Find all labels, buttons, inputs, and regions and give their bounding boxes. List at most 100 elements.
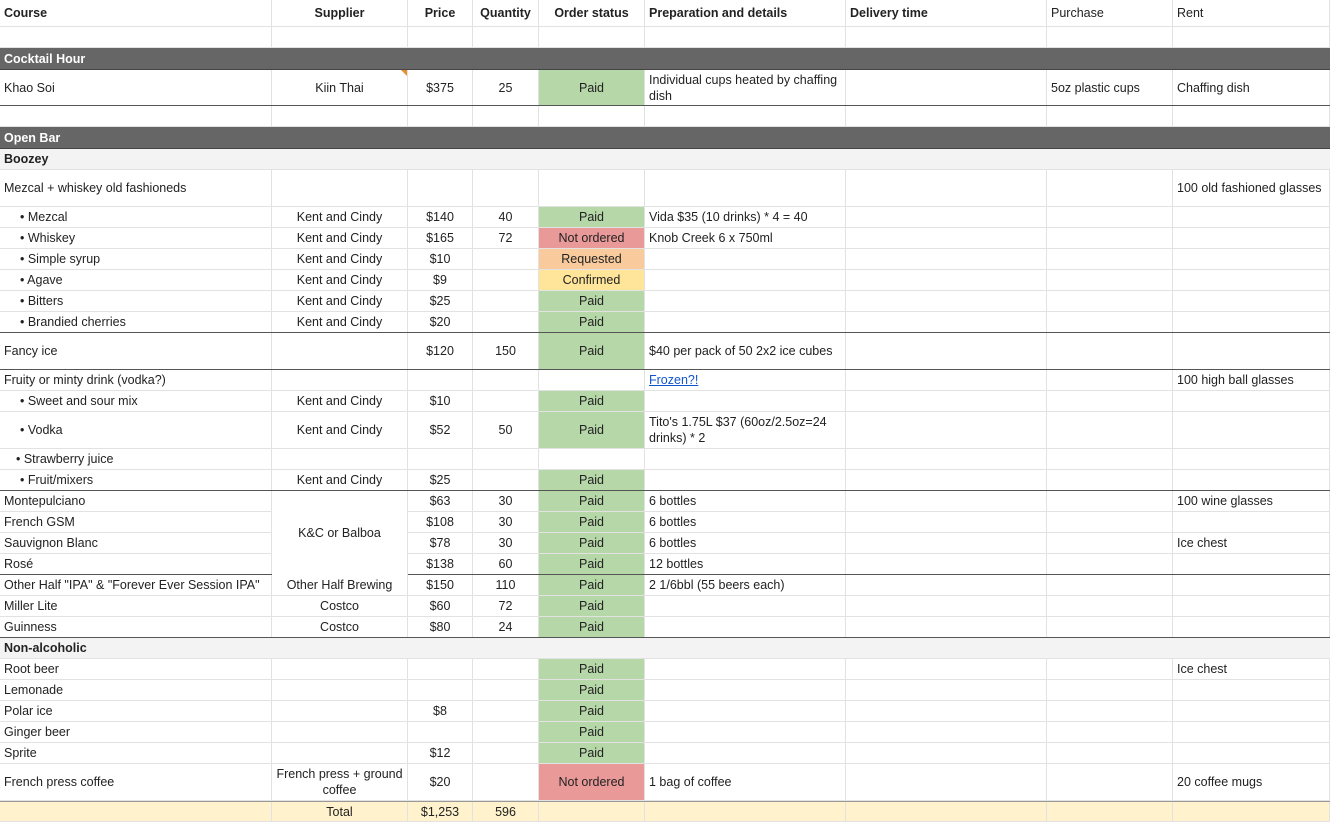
supplier-cell[interactable] — [272, 722, 408, 742]
prep-cell[interactable]: 12 bottles — [645, 554, 846, 574]
status-cell[interactable]: Paid — [539, 391, 645, 411]
purchase-cell[interactable] — [1047, 512, 1173, 532]
prep-cell[interactable]: Knob Creek 6 x 750ml — [645, 228, 846, 248]
price-cell[interactable]: $52 — [408, 412, 473, 448]
purchase-cell[interactable] — [1047, 743, 1173, 763]
prep-cell[interactable] — [645, 291, 846, 311]
purchase-cell[interactable] — [1047, 680, 1173, 700]
status-cell[interactable]: Paid — [539, 575, 645, 595]
purchase-cell[interactable] — [1047, 270, 1173, 290]
comment-indicator-icon[interactable] — [401, 70, 407, 76]
quantity-cell[interactable]: 24 — [473, 617, 539, 637]
quantity-cell[interactable] — [473, 291, 539, 311]
price-cell[interactable]: $150 — [408, 575, 473, 595]
prep-cell[interactable] — [645, 722, 846, 742]
prep-cell[interactable] — [645, 249, 846, 269]
quantity-cell[interactable] — [473, 370, 539, 390]
rent-cell[interactable] — [1173, 291, 1330, 311]
price-cell[interactable]: $138 — [408, 554, 473, 574]
price-cell[interactable] — [408, 722, 473, 742]
delivery-cell[interactable] — [846, 333, 1047, 369]
course-cell[interactable]: • Mezcal — [0, 207, 272, 227]
supplier-cell[interactable]: Kent and Cindy — [272, 291, 408, 311]
course-cell[interactable]: Fruity or minty drink (vodka?) — [0, 370, 272, 390]
section-cocktail-hour[interactable]: Cocktail Hour — [0, 48, 1330, 70]
delivery-cell[interactable] — [846, 722, 1047, 742]
course-cell[interactable]: Montepulciano — [0, 491, 272, 511]
quantity-cell[interactable] — [473, 391, 539, 411]
empty-cell[interactable] — [473, 106, 539, 126]
header-course[interactable]: Course — [0, 0, 272, 26]
total-quantity[interactable]: 596 — [473, 802, 539, 821]
status-cell[interactable]: Paid — [539, 617, 645, 637]
status-cell[interactable]: Paid — [539, 554, 645, 574]
total-label[interactable]: Total — [272, 802, 408, 821]
status-cell[interactable] — [539, 170, 645, 206]
supplier-cell[interactable] — [272, 449, 408, 469]
purchase-cell[interactable] — [1047, 617, 1173, 637]
course-cell[interactable]: • Sweet and sour mix — [0, 391, 272, 411]
empty-cell[interactable] — [408, 106, 473, 126]
supplier-cell[interactable]: Other Half Brewing — [272, 575, 408, 595]
purchase-cell[interactable] — [1047, 312, 1173, 332]
purchase-cell[interactable] — [1047, 207, 1173, 227]
purchase-cell[interactable] — [1047, 370, 1173, 390]
price-cell[interactable] — [408, 680, 473, 700]
rent-cell[interactable]: Ice chest — [1173, 659, 1330, 679]
delivery-cell[interactable] — [846, 533, 1047, 553]
supplier-cell[interactable]: French press + ground coffee — [272, 764, 408, 800]
supplier-cell[interactable] — [272, 170, 408, 206]
rent-cell[interactable] — [1173, 333, 1330, 369]
rent-cell[interactable] — [1173, 701, 1330, 721]
status-cell[interactable]: Paid — [539, 722, 645, 742]
supplier-cell[interactable]: Kent and Cindy — [272, 207, 408, 227]
price-cell[interactable]: $375 — [408, 70, 473, 105]
status-cell[interactable]: Paid — [539, 512, 645, 532]
empty-cell[interactable] — [846, 106, 1047, 126]
frozen-link[interactable]: Frozen?! — [649, 373, 699, 387]
total-price[interactable]: $1,253 — [408, 802, 473, 821]
purchase-cell[interactable] — [1047, 596, 1173, 616]
quantity-cell[interactable] — [473, 470, 539, 490]
status-cell[interactable] — [539, 370, 645, 390]
prep-cell[interactable] — [645, 391, 846, 411]
supplier-cell[interactable]: Kiin Thai — [272, 70, 408, 105]
status-cell[interactable]: Paid — [539, 680, 645, 700]
prep-cell[interactable] — [645, 170, 846, 206]
rent-cell[interactable]: Ice chest — [1173, 533, 1330, 553]
price-cell[interactable]: $8 — [408, 701, 473, 721]
delivery-cell[interactable] — [846, 596, 1047, 616]
course-cell[interactable]: • Whiskey — [0, 228, 272, 248]
delivery-cell[interactable] — [846, 412, 1047, 448]
quantity-cell[interactable] — [473, 722, 539, 742]
prep-cell[interactable]: Frozen?! — [645, 370, 846, 390]
total-empty-cell[interactable] — [1047, 802, 1173, 821]
rent-cell[interactable] — [1173, 270, 1330, 290]
empty-cell[interactable] — [0, 106, 272, 126]
quantity-cell[interactable] — [473, 659, 539, 679]
total-empty-cell[interactable] — [846, 802, 1047, 821]
total-empty-cell[interactable] — [1173, 802, 1330, 821]
delivery-cell[interactable] — [846, 449, 1047, 469]
prep-cell[interactable] — [645, 449, 846, 469]
purchase-cell[interactable] — [1047, 722, 1173, 742]
status-cell[interactable]: Paid — [539, 412, 645, 448]
delivery-cell[interactable] — [846, 617, 1047, 637]
quantity-cell[interactable] — [473, 249, 539, 269]
rent-cell[interactable]: 100 high ball glasses — [1173, 370, 1330, 390]
quantity-cell[interactable] — [473, 312, 539, 332]
delivery-cell[interactable] — [846, 291, 1047, 311]
price-cell[interactable]: $140 — [408, 207, 473, 227]
quantity-cell[interactable] — [473, 270, 539, 290]
purchase-cell[interactable] — [1047, 659, 1173, 679]
prep-cell[interactable]: Vida $35 (10 drinks) * 4 = 40 — [645, 207, 846, 227]
header-order-status[interactable]: Order status — [539, 0, 645, 26]
total-empty-cell[interactable] — [539, 802, 645, 821]
quantity-cell[interactable] — [473, 449, 539, 469]
price-cell[interactable]: $20 — [408, 764, 473, 800]
quantity-cell[interactable]: 60 — [473, 554, 539, 574]
purchase-cell[interactable] — [1047, 249, 1173, 269]
rent-cell[interactable] — [1173, 449, 1330, 469]
purchase-cell[interactable] — [1047, 470, 1173, 490]
rent-cell[interactable] — [1173, 680, 1330, 700]
